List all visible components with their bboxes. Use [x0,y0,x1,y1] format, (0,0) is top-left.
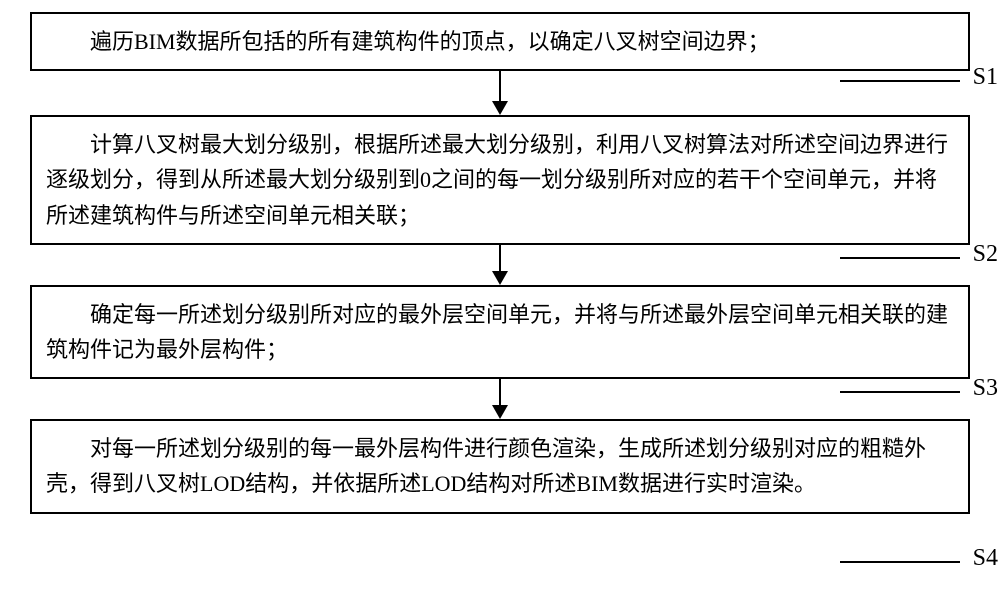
label-leader-line [840,391,960,393]
arrow-line [499,71,501,101]
connector-arrow [30,71,970,115]
flow-node-s2: 计算八叉树最大划分级别，根据所述最大划分级别，利用八叉树算法对所述空间边界进行逐… [30,115,970,245]
label-leader-line [840,561,960,563]
node-box: 计算八叉树最大划分级别，根据所述最大划分级别，利用八叉树算法对所述空间边界进行逐… [30,115,970,245]
label-leader-line [840,257,960,259]
arrow-head-icon [492,101,508,115]
node-text: 遍历BIM数据所包括的所有建筑构件的顶点，以确定八叉树空间边界； [90,29,770,54]
connector-arrow [30,379,970,419]
step-label: S1 [973,64,998,91]
flow-node-s3: 确定每一所述划分级别所对应的最外层空间单元，并将与所述最外层空间单元相关联的建筑… [30,285,970,379]
node-box: 遍历BIM数据所包括的所有建筑构件的顶点，以确定八叉树空间边界； [30,12,970,71]
node-text: 确定每一所述划分级别所对应的最外层空间单元，并将与所述最外层空间单元相关联的建筑… [46,302,948,362]
label-leader-line [840,80,960,82]
arrow-line [499,245,501,271]
step-label: S2 [973,241,998,268]
arrow-head-icon [492,271,508,285]
node-text: 对每一所述划分级别的每一最外层构件进行颜色渲染，生成所述划分级别对应的粗糙外壳，… [46,436,926,496]
node-box: 对每一所述划分级别的每一最外层构件进行颜色渲染，生成所述划分级别对应的粗糙外壳，… [30,419,970,513]
arrow-head-icon [492,405,508,419]
flow-node-s4: 对每一所述划分级别的每一最外层构件进行颜色渲染，生成所述划分级别对应的粗糙外壳，… [30,419,970,513]
node-text: 计算八叉树最大划分级别，根据所述最大划分级别，利用八叉树算法对所述空间边界进行逐… [46,132,948,227]
step-label: S3 [973,375,998,402]
arrow-line [499,379,501,405]
node-box: 确定每一所述划分级别所对应的最外层空间单元，并将与所述最外层空间单元相关联的建筑… [30,285,970,379]
step-label: S4 [973,545,998,572]
flow-node-s1: 遍历BIM数据所包括的所有建筑构件的顶点，以确定八叉树空间边界； S1 [30,12,970,71]
connector-arrow [30,245,970,285]
flowchart-container: 遍历BIM数据所包括的所有建筑构件的顶点，以确定八叉树空间边界； S1 计算八叉… [30,12,970,514]
